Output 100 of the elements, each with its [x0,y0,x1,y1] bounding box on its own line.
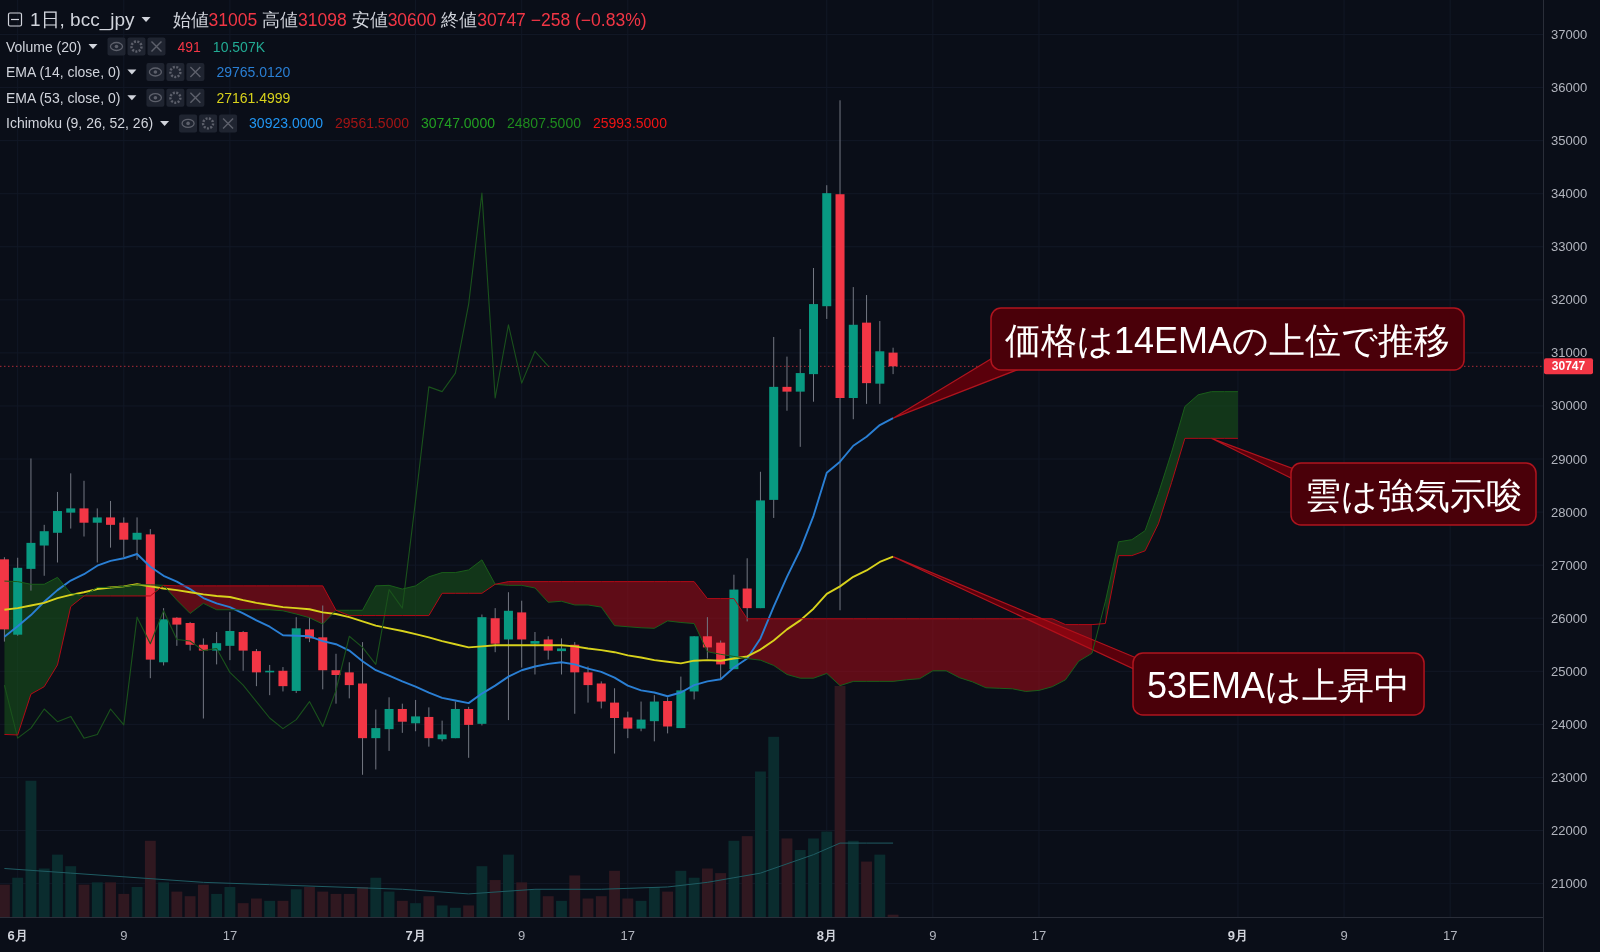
bar [410,903,422,917]
bar [12,877,24,917]
bar [224,886,236,917]
bar [211,893,223,917]
bar [728,840,740,917]
bar [370,877,382,917]
chart-title: Volume (20) [6,38,82,55]
y-tick-label: 35000 [1551,133,1588,149]
x-tick-label: 9 [929,927,937,943]
bar [144,840,156,917]
bar [52,854,63,917]
x-tick-label: 8月 [816,927,837,943]
bar [808,838,819,917]
bar [582,898,594,917]
annotation: 29561.5000 [335,115,410,132]
bar [250,898,262,917]
x-tick-label: 9 [1340,927,1348,943]
bar [423,896,435,917]
bar [383,891,395,917]
bar [861,861,872,917]
bar [317,891,329,917]
x-tick-label: 17 [1031,927,1047,943]
y-tick-label: 26000 [1551,610,1588,626]
bar [330,893,342,917]
x-tick-label: 7月 [405,927,426,943]
bar [489,880,501,917]
x-tick-label: 9月 [1227,927,1249,943]
y-tick-label: 28000 [1551,504,1588,520]
bar [78,884,90,917]
annotation: EMA (53, close, 0) [6,89,121,106]
bar [781,838,793,917]
bar [569,875,581,917]
annotation: 価格は14EMAの上位で推移 [1005,319,1451,361]
y-tick-label: 36000 [1551,80,1588,96]
bar [635,900,647,917]
annotation: 491 [177,38,202,55]
annotation: 雲は強気示唆 [1305,474,1522,516]
x-tick-label: 9 [518,927,526,943]
bar [648,886,660,917]
bar [675,870,687,917]
y-tick-label: 25000 [1551,663,1588,679]
bar [503,854,514,917]
y-tick-label: 22000 [1551,823,1588,838]
annotation: 30923.0000 [249,115,324,132]
bar [715,873,727,917]
annotation: 53EMAは上昇中 [1147,664,1411,706]
annotation: 10.507K [212,38,266,55]
bar [821,831,833,917]
bar [171,891,183,917]
bar [476,866,488,917]
y-tick-label: 23000 [1551,769,1588,785]
line-series [3,555,895,665]
annotation: 24807.5000 [506,115,582,132]
bar [158,882,170,917]
bar [529,889,541,917]
bar [0,884,10,917]
bar [662,891,674,917]
bar [688,877,700,917]
x-tick-label: 17 [1442,927,1458,943]
bar [794,850,806,917]
bar [237,903,249,917]
x-tick-label: 6月 [7,927,28,943]
annotation: 30747.0000 [421,115,496,132]
bar [874,854,886,917]
bar [768,736,780,917]
x-tick-label: 9 [120,927,128,943]
y-tick-label: 31000 [1551,345,1588,361]
bar [463,905,475,917]
bar [542,896,554,917]
bar [38,868,50,917]
bar [622,898,634,917]
y-tick-label: 30000 [1551,398,1588,414]
y-tick-label: 29000 [1551,451,1588,467]
bar [25,780,37,917]
annotation: 29765.0120 [216,64,291,80]
bar [609,870,620,917]
x-tick-label: 17 [222,927,238,943]
bar [65,866,77,917]
annotation: EMA (14, close, 0) [6,64,121,80]
y-tick-label: 34000 [1551,186,1588,202]
text: 1日, bcc_jpy [30,9,136,31]
bar [290,889,302,917]
annotation: 27161.4999 [216,89,291,106]
bar [343,893,355,917]
bar [436,905,448,917]
bar [304,886,315,917]
bar [847,840,859,917]
annotation: 25993.5000 [592,115,668,132]
bar [184,896,196,917]
bar [91,882,103,917]
price-label: 30747 [1544,358,1593,375]
bar [277,900,289,917]
y-tick-label: 24000 [1551,716,1588,732]
line-series [3,417,895,705]
y-tick-label: 27000 [1551,557,1588,573]
bar [516,882,528,917]
bar [118,893,130,917]
bar [105,882,116,917]
bar [131,886,143,917]
bar [741,836,753,917]
